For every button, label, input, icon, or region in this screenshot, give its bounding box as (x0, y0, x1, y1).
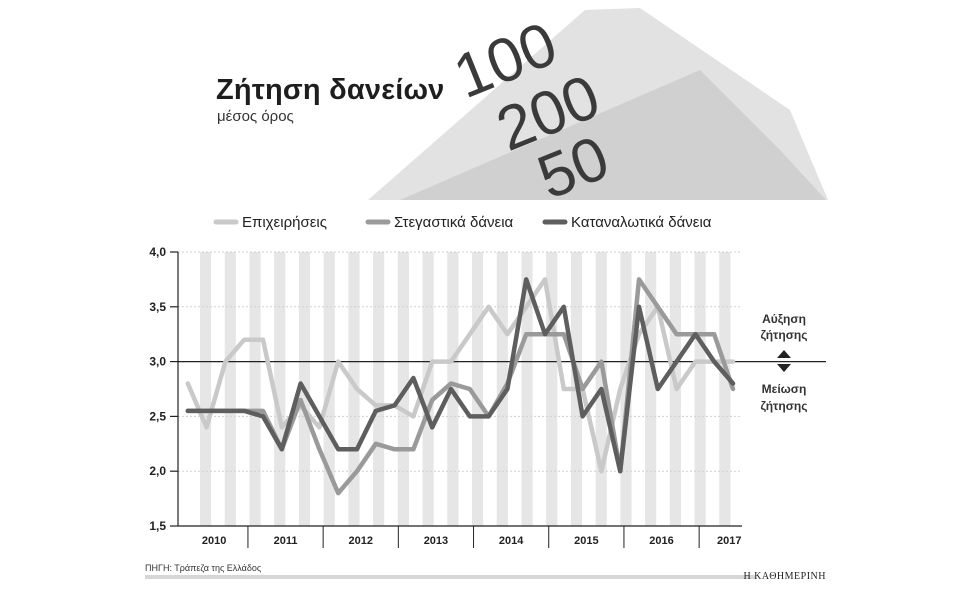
year-label: 2017 (717, 535, 741, 547)
footer-rule (145, 575, 755, 579)
chart-band (645, 252, 657, 526)
legend-label: Καταναλωτικά δάνεια (571, 214, 712, 231)
annotation-decrease: Μείωση ζήτησης (760, 382, 807, 413)
y-tick-label: 3,5 (149, 300, 166, 314)
x-axis: 2010 2011 2012 2013 2014 2015 2016 2017 (178, 525, 742, 548)
chart-legend: Επιχειρήσεις Στεγαστικά δάνεια Καταναλωτικ… (213, 214, 712, 231)
year-label: 2011 (274, 535, 298, 547)
year-label: 2014 (499, 535, 524, 547)
chart-band (224, 252, 236, 526)
annotation-decrease-line1: Μείωση (762, 382, 807, 396)
chart-band (719, 252, 731, 526)
chart-band (472, 252, 484, 526)
annotation-decrease-line2: ζήτησης (760, 399, 807, 413)
page-subtitle: μέσος όρος (217, 108, 294, 125)
y-tick-label: 2,0 (149, 464, 166, 478)
annotation-increase: Αύξηση ζήτησης (760, 312, 807, 342)
chart-band (373, 252, 385, 526)
legend-label: Επιχειρήσεις (242, 214, 327, 231)
year-label: 2012 (348, 535, 372, 547)
chart-band (694, 252, 706, 526)
series-line-3 (185, 277, 736, 474)
year-label: 2010 (202, 535, 226, 547)
annotation-increase-line1: Αύξηση (762, 312, 806, 326)
chart-band (422, 252, 434, 526)
annotation-increase-line2: ζήτησης (760, 328, 807, 342)
source-note: ΠΗΓΗ: Τράπεζα της Ελλάδος (145, 563, 262, 573)
chart-band (620, 252, 632, 526)
chart-band (249, 252, 261, 526)
increase-decrease-arrows-icon (777, 350, 791, 372)
chart-band (348, 252, 360, 526)
y-tick-label: 1,5 (149, 519, 166, 533)
euro-banknotes-icon: 100 200 50 (368, 8, 828, 213)
y-tick-label: 2,5 (149, 409, 166, 423)
chart-series (185, 277, 736, 496)
legend-label: Στεγαστικά δάνεια (394, 214, 514, 231)
y-tick-label: 3,0 (149, 355, 166, 369)
chart-band (546, 252, 558, 526)
year-label: 2013 (424, 535, 448, 547)
y-tick-label: 4,0 (149, 245, 166, 259)
page-title: Ζήτηση δανείων (216, 74, 445, 106)
chart-band (274, 252, 286, 526)
year-label: 2015 (574, 535, 598, 547)
chart-band (521, 252, 533, 526)
brand-logo: Η ΚΑΘΗΜΕΡΙΝΗ (743, 571, 826, 582)
y-axis: 4,0 3,5 3,0 2,5 2,0 1,5 (149, 245, 179, 533)
year-label: 2016 (649, 535, 673, 547)
chart-band (200, 252, 212, 526)
